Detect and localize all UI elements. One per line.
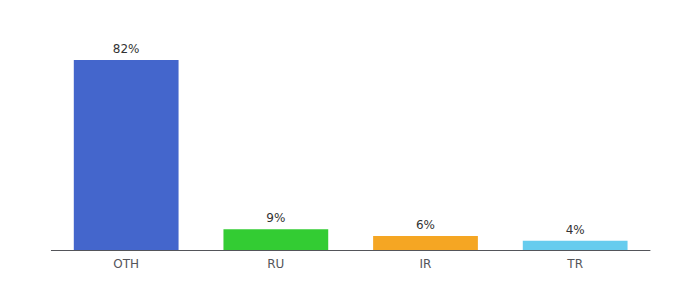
svg-text:6%: 6% xyxy=(416,218,435,232)
svg-text:TR: TR xyxy=(566,257,583,271)
svg-text:4%: 4% xyxy=(566,223,585,237)
svg-text:9%: 9% xyxy=(266,211,285,225)
svg-text:OTH: OTH xyxy=(113,257,139,271)
svg-text:RU: RU xyxy=(267,257,284,271)
svg-text:82%: 82% xyxy=(113,42,140,56)
svg-text:IR: IR xyxy=(420,257,432,271)
